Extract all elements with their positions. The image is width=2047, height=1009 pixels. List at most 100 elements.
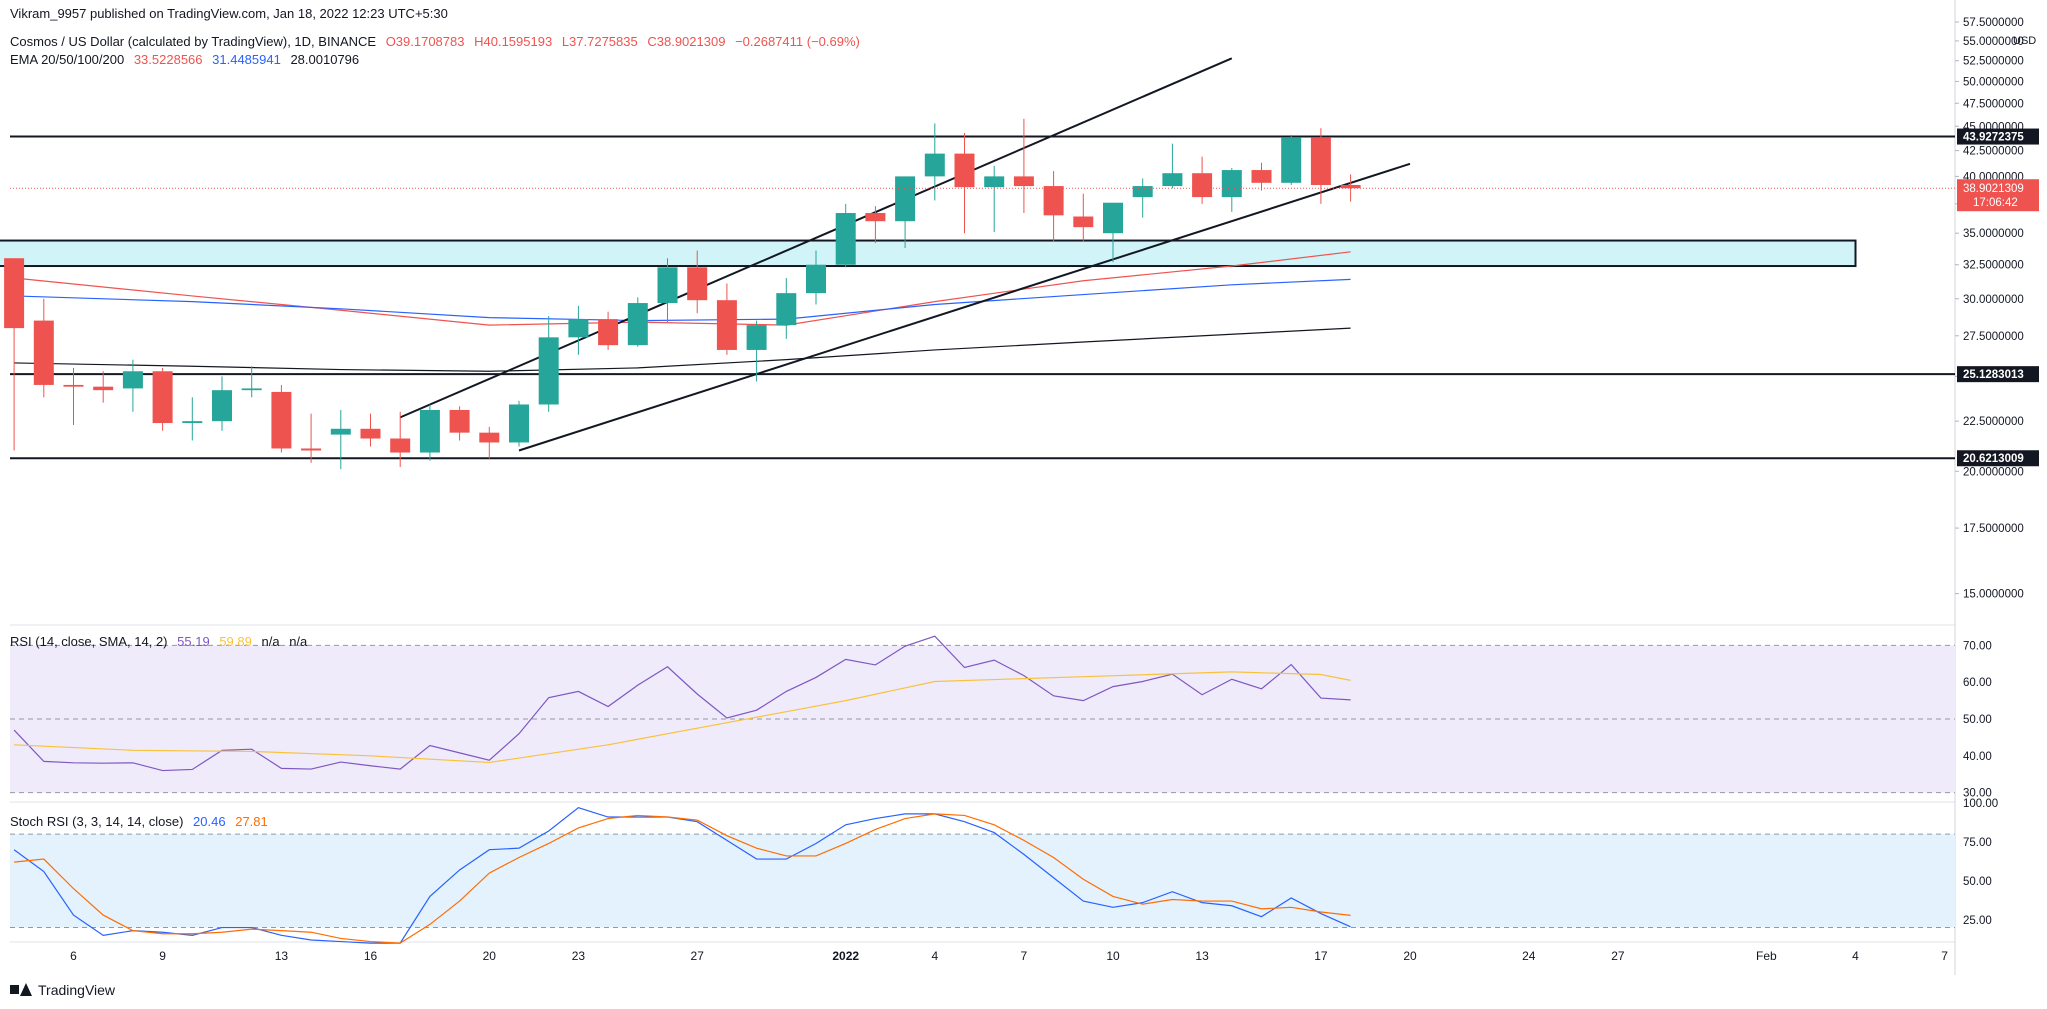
ema-line [14,278,1351,322]
stoch-k-value: 20.46 [193,814,226,829]
price-tick-label: 17.5000000 [1963,523,2024,535]
stoch-d-line [14,813,1351,944]
price-tick-label: 35.0000000 [1963,228,2024,240]
candle-body-down [4,258,25,329]
candle-body-down [93,386,114,391]
candle-body-up [835,213,856,265]
trendline [518,162,1411,452]
rsi-tick-label: 30.00 [1963,788,1992,800]
level-price-tag [1957,450,2039,467]
rsi-tick-label: 50.00 [1963,714,1992,726]
ohlc-open: O39.1708783 [385,34,465,49]
candle-body-down [390,438,411,453]
candle-body-down [479,432,500,443]
currency-label: USD [2013,35,2036,47]
candle-body-up [212,390,232,422]
time-tick-label: 7 [1941,949,1948,963]
candle-body-up [330,428,351,435]
price-tick-label: 32.5000000 [1963,260,2024,272]
candle-body-down [33,320,54,385]
candle-body-down [865,213,886,222]
candle-body-up [924,153,945,177]
candle-body-up [182,421,203,424]
price-tick-label: 27.5000000 [1963,331,2024,343]
ohlc-low: L37.7275835 [561,34,638,49]
rsi-legend[interactable]: RSI (14, close, SMA, 14, 2) 55.19 59.89 … [10,634,313,649]
rsi-value: 55.19 [177,634,210,649]
support-zone [0,239,1857,268]
price-tick-label: 50.0000000 [1963,76,2024,88]
candle-body-down [449,409,470,433]
ema-legend[interactable]: EMA 20/50/100/200 33.5228566 31.4485941 … [10,52,365,67]
time-tick-label: 4 [931,949,938,963]
stoch-tick-label: 50.00 [1963,876,1992,888]
time-tick-label: 20 [483,949,497,963]
candle-body-down [1192,173,1213,198]
rsi-line [13,635,1351,772]
rsi-na-2: n/a [289,634,308,649]
price-tick-label: 47.5000000 [1963,98,2024,110]
candle-body-down [360,428,381,439]
ema-line [14,251,1351,326]
published-line: Vikram_9957 published on TradingView.com… [10,6,454,21]
time-tick-label: 17 [1314,949,1328,963]
level-price-tag-label: 25.1283013 [1963,369,2024,381]
candle-body-down [1340,184,1361,189]
time-tick-label: Feb [1756,949,1777,963]
candle-body-up [1162,173,1183,187]
tradingview-logo[interactable]: TradingView [10,982,115,998]
candle-body-down [63,384,84,387]
time-tick-label: 16 [364,949,378,963]
ohlc-close: C38.9021309 [647,34,726,49]
tradingview-logo-icon [10,983,32,997]
candle-body-up [538,337,559,405]
rsi-tick-label: 70.00 [1963,640,1992,652]
stoch-legend[interactable]: Stoch RSI (3, 3, 14, 14, close) 20.46 27… [10,814,274,829]
candle-body-down [954,153,975,188]
time-tick-label: 9 [159,949,166,963]
time-tick-label: 2022 [832,949,859,963]
rsi-na-1: n/a [261,634,280,649]
rsi-label: RSI (14, close, SMA, 14, 2) [10,634,168,649]
candle-body-down [1073,216,1094,228]
candle-body-up [419,409,440,453]
price-tick-label: 55.0000000 [1963,36,2024,48]
time-tick-label: 23 [572,949,586,963]
last-price-tag-label: 38.9021309 [1963,183,2024,195]
candle-body-up [1103,202,1123,234]
stoch-band-fill [10,834,1955,928]
price-tick-label: 57.5000000 [1963,17,2024,29]
candle-body-down [1310,137,1331,185]
symbol-title: Cosmos / US Dollar (calculated by Tradin… [10,34,377,49]
rsi-tick-label: 40.00 [1963,751,1992,763]
candle-body-up [568,319,589,338]
candle-body-up [1132,186,1153,198]
level-price-tag-label: 43.9272375 [1963,132,2024,144]
price-tick-label: 30.0000000 [1963,294,2024,306]
level-price-tag [1957,366,2039,383]
stoch-tick-label: 100.00 [1963,798,1998,810]
stoch-d-value: 27.81 [235,814,268,829]
ema-value-3: 28.0010796 [290,52,360,67]
ohlc-high: H40.1595193 [474,34,553,49]
level-price-tag [1957,128,2039,145]
stoch-tick-label: 25.00 [1963,915,1992,927]
stoch-tick-label: 75.00 [1963,837,1992,849]
candle-body-down [1251,170,1272,183]
ohlc-change: −0.2687411 (−0.69%) [735,34,860,49]
price-tick-label: 22.5000000 [1963,416,2024,428]
time-tick-label: 10 [1106,949,1120,963]
ema-value-2: 31.4485941 [212,52,281,67]
ema-line [14,327,1351,372]
stoch-k-line [13,807,1351,944]
candle-body-down [152,371,173,424]
candle-body-up [627,303,648,346]
symbol-legend: Cosmos / US Dollar (calculated by Tradin… [10,34,866,49]
candle-body-down [271,391,292,449]
time-tick-label: 7 [1021,949,1028,963]
trendline [399,57,1233,419]
time-tick-label: 27 [691,949,705,963]
price-tick-label: 15.0000000 [1963,589,2024,601]
price-tick-label: 20.0000000 [1963,466,2024,478]
